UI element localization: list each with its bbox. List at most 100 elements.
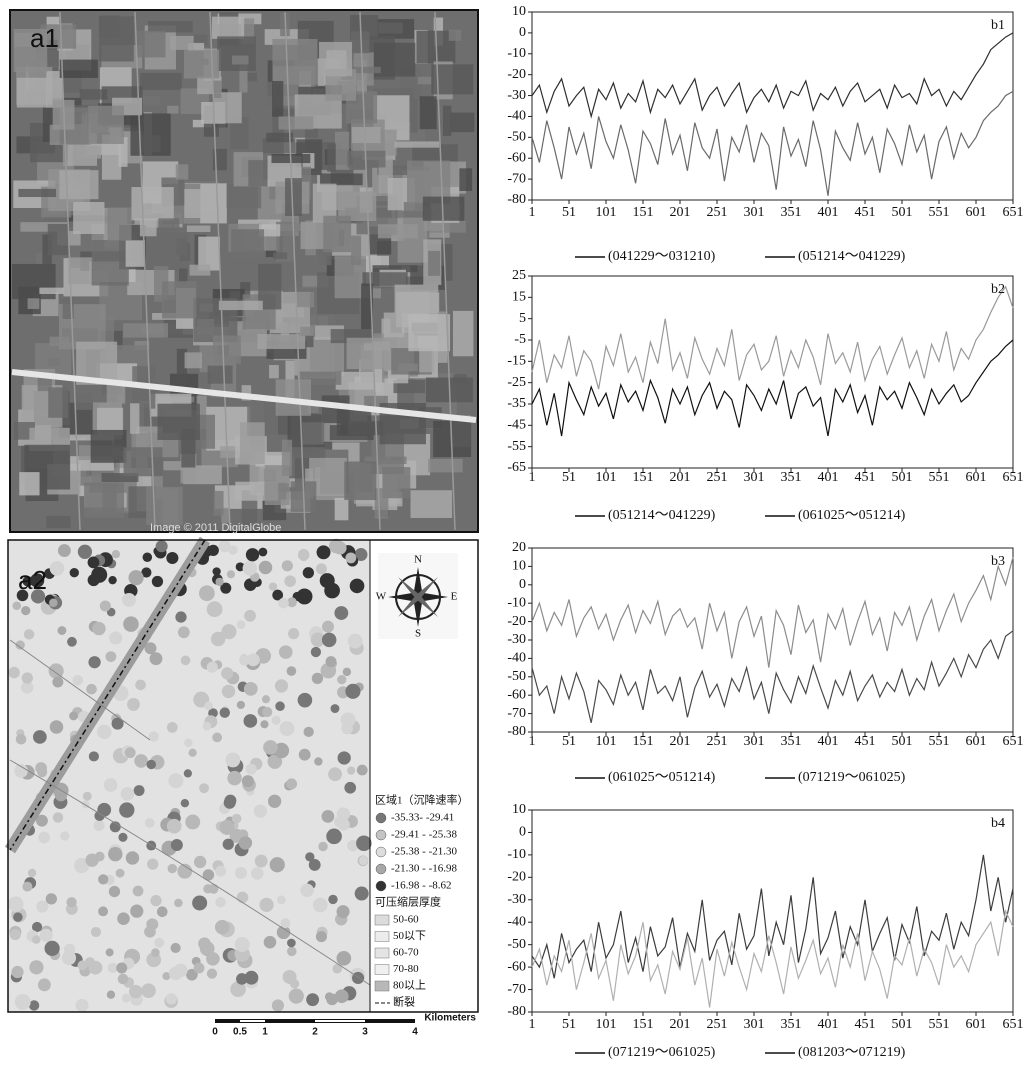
- map-dot: [298, 748, 311, 761]
- map-dot: [262, 706, 273, 718]
- map-dot: [98, 906, 109, 917]
- map-dot: [236, 700, 245, 710]
- map-dot: [33, 730, 47, 744]
- series-line: [531, 32, 1014, 119]
- field: [362, 272, 408, 286]
- series-line: [531, 557, 1014, 668]
- compass-star: [398, 577, 438, 617]
- map-dot: [354, 886, 369, 901]
- y-tick-label: -10: [507, 847, 526, 862]
- map-dot: [98, 874, 109, 885]
- field: [101, 473, 139, 483]
- map-dot: [193, 962, 205, 974]
- field: [161, 281, 197, 319]
- map-dot: [36, 814, 48, 827]
- y-tick-label: -70: [507, 706, 526, 721]
- field: [285, 360, 295, 398]
- legend-swatch: [374, 964, 390, 975]
- map-dot: [204, 701, 213, 711]
- map-dot: [334, 606, 349, 620]
- map-dot: [221, 624, 237, 640]
- field: [417, 76, 432, 85]
- field: [68, 257, 94, 285]
- map-dot: [243, 714, 258, 728]
- scale-label: 0.5: [233, 1027, 247, 1038]
- map-dot: [14, 764, 28, 778]
- map-dot: [49, 598, 58, 608]
- map-dot: [168, 773, 184, 789]
- x-tick-label: 251: [707, 734, 728, 749]
- field: [217, 36, 256, 71]
- map-dot: [225, 752, 241, 768]
- x-tick-label: 501: [892, 734, 913, 749]
- field: [211, 16, 245, 39]
- field: [278, 116, 314, 130]
- map-dot: [177, 863, 193, 879]
- map-dot: [57, 544, 71, 558]
- map-dot: [308, 858, 321, 871]
- field: [196, 395, 207, 430]
- map-dot: [235, 867, 247, 879]
- map-dot: [332, 963, 343, 974]
- map-dot: [324, 992, 334, 1002]
- y-tick-label: -80: [507, 1004, 526, 1019]
- map-dot: [36, 900, 49, 913]
- y-tick-label: 10: [512, 559, 526, 574]
- y-tick-label: 0: [519, 25, 526, 40]
- map-dot: [199, 783, 209, 794]
- map-dot: [107, 962, 119, 974]
- map-dot: [115, 868, 125, 878]
- fault-line: [9, 539, 206, 851]
- series-line: [531, 285, 1014, 390]
- map-dot: [358, 855, 368, 866]
- map-dot: [221, 684, 236, 699]
- field: [47, 223, 69, 256]
- field: [269, 364, 279, 379]
- map-dot: [199, 941, 215, 956]
- legend-label: 断裂: [393, 995, 415, 1009]
- y-tick-label: -60: [507, 150, 526, 165]
- x-tick-label: 651: [1003, 734, 1024, 749]
- map-dot: [243, 681, 258, 696]
- map-dot: [274, 679, 289, 693]
- map-dot: [261, 695, 271, 704]
- map-dot: [286, 946, 297, 957]
- legend-label: (061025～051214): [608, 770, 716, 785]
- legend-swatch: [374, 931, 390, 942]
- map-dot: [236, 620, 246, 629]
- map-dot: [166, 722, 178, 733]
- field: [157, 403, 200, 440]
- series-line: [531, 909, 1014, 1008]
- map-dot: [212, 732, 223, 743]
- field: [226, 184, 262, 209]
- field: [312, 183, 337, 223]
- map-dot: [311, 672, 324, 685]
- map-dot: [215, 577, 224, 587]
- x-tick-label: 301: [744, 205, 765, 220]
- map-dot: [347, 766, 356, 775]
- map-dot: [275, 701, 285, 711]
- legend-label: (051214～041229): [798, 249, 906, 264]
- map-dot: [93, 820, 105, 832]
- field: [196, 414, 216, 449]
- x-tick-label: 151: [633, 1017, 654, 1032]
- map-dot: [260, 720, 269, 729]
- map-dot: [121, 993, 131, 1003]
- map-dot: [167, 863, 178, 874]
- legend-label: 50-60: [393, 914, 419, 926]
- map-dot: [162, 972, 171, 981]
- field: [372, 265, 418, 273]
- field: [350, 31, 370, 54]
- x-tick-label: 401: [818, 205, 839, 220]
- field: [76, 145, 102, 159]
- x-tick-label: 151: [633, 734, 654, 749]
- map-dot: [236, 973, 248, 985]
- field: [410, 490, 453, 519]
- y-tick-label: -70: [507, 982, 526, 997]
- chart-label: b3: [991, 554, 1005, 569]
- map-dot: [321, 632, 337, 648]
- field: [91, 240, 129, 286]
- map-dot: [303, 726, 314, 738]
- map-dot: [144, 925, 156, 938]
- map-dot: [302, 567, 315, 579]
